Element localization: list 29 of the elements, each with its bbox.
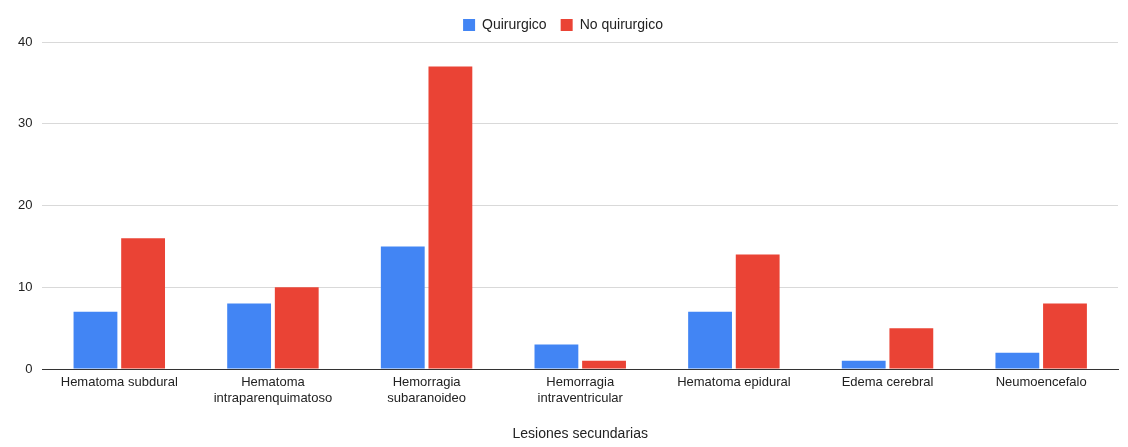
y-tick-label: 10 bbox=[17, 278, 33, 294]
y-tick-label: 40 bbox=[17, 33, 33, 49]
x-tick-label: Hemorragia subaranoideo bbox=[387, 374, 466, 405]
x-axis-title: Lesiones secundarias bbox=[512, 425, 648, 442]
bar bbox=[841, 360, 886, 369]
bar bbox=[227, 303, 272, 369]
bar bbox=[1043, 303, 1087, 369]
bar bbox=[735, 254, 780, 369]
bar bbox=[274, 287, 319, 369]
x-tick-label: Hematoma epidural bbox=[677, 374, 791, 390]
bar bbox=[995, 352, 1040, 369]
x-tick-label: Edema cerebral bbox=[841, 374, 934, 390]
bar bbox=[534, 344, 579, 369]
x-tick-label: Hematoma intraparenquimatoso bbox=[213, 374, 333, 405]
x-tick-label: Neumoencefalo bbox=[995, 374, 1087, 390]
bar bbox=[582, 360, 626, 369]
bar bbox=[688, 311, 732, 369]
y-tick-label: 30 bbox=[17, 115, 33, 131]
y-tick-label: 20 bbox=[17, 197, 33, 213]
x-tick-label: Hematoma subdural bbox=[60, 374, 178, 390]
legend-label: No quirurgico bbox=[579, 15, 664, 32]
bar bbox=[428, 66, 473, 369]
y-tick-label: 0 bbox=[25, 360, 33, 376]
bar bbox=[121, 238, 166, 369]
bar bbox=[889, 328, 934, 369]
bar bbox=[73, 311, 118, 369]
bar bbox=[380, 246, 425, 369]
legend-label: Quirurgico bbox=[482, 15, 547, 32]
x-tick-label: Hemorragia intraventricular bbox=[537, 374, 624, 405]
